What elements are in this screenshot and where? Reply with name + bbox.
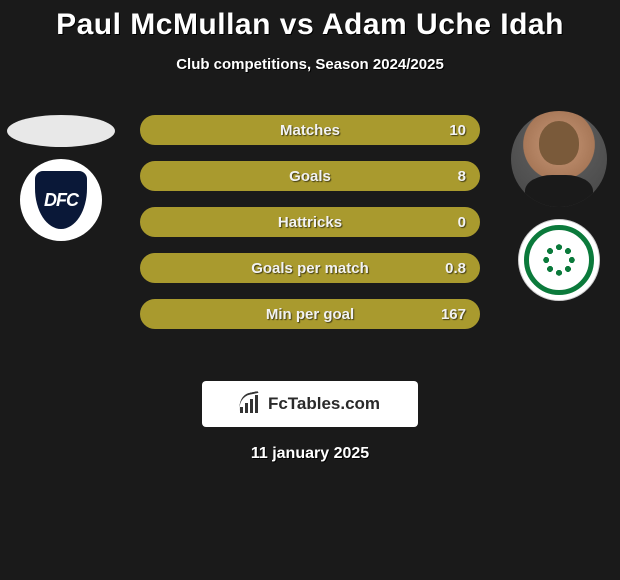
player2-club-crest [518, 219, 600, 301]
snapshot-date: 11 january 2025 [0, 445, 620, 463]
player2-avatar [511, 111, 607, 207]
subtitle: Club competitions, Season 2024/2025 [0, 56, 620, 73]
dundee-shield-icon: DFC [35, 171, 87, 229]
attribution-text: FcTables.com [268, 394, 380, 414]
fctables-logo-icon [240, 395, 262, 413]
stat-label: Hattricks [142, 209, 478, 235]
player1-column: DFC [6, 111, 116, 241]
stat-row: 10Matches [140, 115, 480, 145]
player2-column [504, 111, 614, 301]
stat-label: Goals per match [142, 255, 478, 281]
attribution-badge: FcTables.com [202, 381, 418, 427]
page-title: Paul McMullan vs Adam Uche Idah [0, 0, 620, 42]
stat-row: 167Min per goal [140, 299, 480, 329]
comparison-panel: DFC 10Matches 8Goals 0Hattricks 0.8Goals pe… [0, 111, 620, 371]
player1-club-crest: DFC [20, 159, 102, 241]
stat-label: Min per goal [142, 301, 478, 327]
stat-row: 8Goals [140, 161, 480, 191]
stat-bars: 10Matches 8Goals 0Hattricks 0.8Goals per ma… [140, 115, 480, 345]
player1-avatar [7, 115, 115, 147]
stat-row: 0.8Goals per match [140, 253, 480, 283]
stat-label: Goals [142, 163, 478, 189]
stat-label: Matches [142, 117, 478, 143]
stat-row: 0Hattricks [140, 207, 480, 237]
